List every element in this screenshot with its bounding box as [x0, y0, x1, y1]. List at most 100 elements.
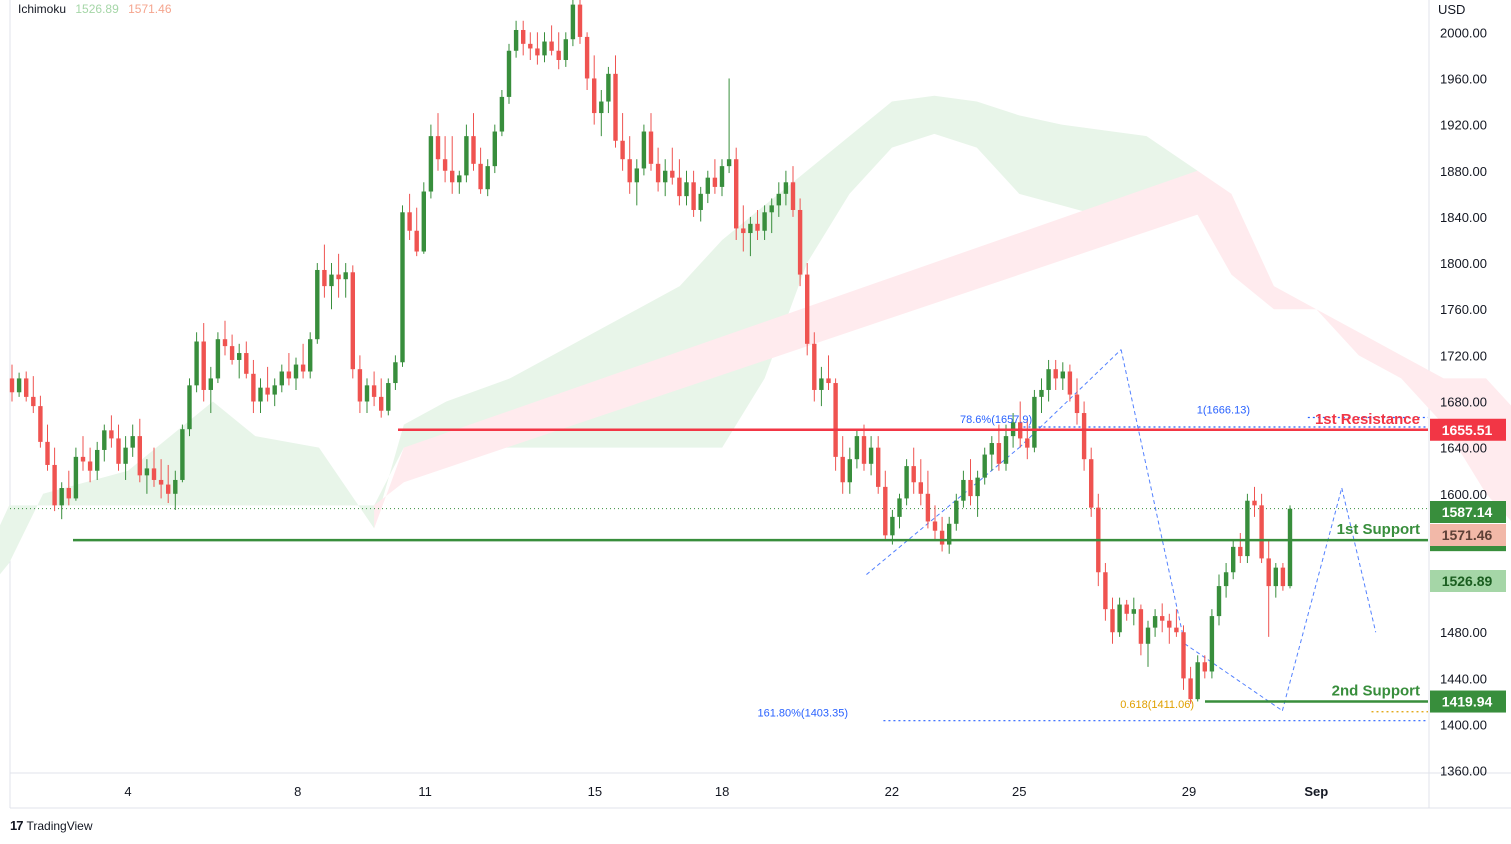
fib-projection-line-4	[1184, 643, 1283, 712]
candle	[641, 124, 647, 176]
candle	[627, 136, 632, 194]
x-tick-label: 15	[588, 784, 602, 799]
candle	[712, 159, 718, 194]
candle	[371, 371, 377, 407]
candle	[251, 359, 256, 414]
candle	[584, 32, 590, 90]
candle	[307, 332, 313, 379]
candle	[66, 470, 72, 506]
candle	[400, 205, 405, 367]
y-tick-label: 1360.00	[1440, 764, 1487, 779]
fib-projection-line-6	[1341, 487, 1377, 633]
candle	[94, 441, 100, 480]
candle	[137, 418, 143, 483]
candle	[606, 66, 611, 114]
candle	[279, 364, 285, 393]
fib-label-1: 1(1666.13)	[1197, 405, 1250, 417]
candle	[591, 55, 597, 125]
candle	[804, 263, 810, 356]
level-label-3: 2nd Support	[1332, 683, 1420, 700]
level-label-2: 1st Support	[1337, 521, 1420, 538]
candle	[726, 78, 732, 174]
candle	[59, 482, 64, 520]
currency-label[interactable]: USD	[1438, 2, 1466, 17]
candle	[123, 436, 128, 480]
brand-name: TradingView	[26, 818, 93, 833]
candle	[1216, 574, 1222, 626]
candle	[840, 436, 845, 494]
candle	[1074, 378, 1080, 425]
candle	[968, 459, 973, 506]
footer-branding[interactable]: 17 TradingView	[10, 818, 93, 833]
candle	[478, 147, 483, 194]
candle	[1138, 604, 1144, 656]
x-tick-label: 18	[715, 784, 729, 799]
candle	[471, 113, 476, 171]
candle	[1103, 563, 1108, 621]
candle	[180, 424, 185, 483]
candle	[102, 424, 107, 462]
candle	[130, 424, 135, 457]
candle	[194, 332, 199, 393]
candle	[904, 459, 909, 506]
y-tick-label: 1680.00	[1440, 394, 1487, 409]
y-tick-label: 1600.00	[1440, 487, 1487, 502]
candle	[499, 89, 505, 137]
candle	[38, 395, 43, 448]
candle	[776, 182, 782, 217]
y-tick-label: 1840.00	[1440, 210, 1487, 225]
candle	[1003, 424, 1009, 471]
candle	[698, 186, 703, 222]
candle	[300, 343, 306, 379]
candle	[1287, 505, 1293, 589]
candle	[293, 357, 299, 390]
level-price-text-1: 1655.51	[1442, 422, 1493, 438]
candle	[442, 136, 448, 183]
candle	[925, 470, 931, 529]
candle	[165, 464, 171, 504]
indicator-value-2: 1571.46	[128, 2, 172, 16]
tradingview-logo-icon: 17	[10, 818, 24, 833]
candle	[187, 378, 192, 437]
candle	[819, 366, 824, 407]
candle	[16, 372, 22, 397]
candle	[989, 436, 995, 471]
candle	[662, 159, 668, 197]
price-tag-3	[1430, 570, 1506, 592]
y-tick-label: 1760.00	[1440, 302, 1487, 317]
candle	[1124, 599, 1129, 621]
x-tick-label: 22	[885, 784, 899, 799]
candle	[322, 244, 327, 298]
candle	[393, 355, 398, 390]
fib-label-3: 0.618(1411.06)	[1120, 699, 1194, 711]
candle	[755, 209, 760, 240]
candle	[52, 447, 57, 512]
candle	[890, 509, 895, 545]
fib-projection-line-5	[1281, 487, 1343, 711]
candle	[506, 43, 512, 104]
candle	[684, 170, 689, 206]
candle	[1202, 655, 1208, 679]
candle	[996, 424, 1002, 471]
candle	[833, 378, 838, 471]
candle	[272, 378, 277, 407]
candle	[1152, 609, 1158, 637]
y-tick-label: 1720.00	[1440, 348, 1487, 363]
candle	[1209, 609, 1215, 679]
candle	[620, 113, 625, 171]
indicator-name: Ichimoku	[18, 2, 67, 16]
candle	[691, 170, 696, 217]
indicator-legend[interactable]: Ichimoku 1526.89 1571.46	[18, 2, 178, 16]
candle	[222, 320, 228, 356]
candle	[1238, 533, 1243, 564]
candle	[258, 378, 263, 414]
candle	[31, 376, 36, 414]
candle	[144, 459, 150, 494]
candle	[563, 32, 569, 67]
candle	[854, 429, 860, 469]
candle	[23, 371, 29, 402]
candle	[677, 159, 682, 206]
candle	[386, 378, 391, 416]
candle	[719, 159, 725, 197]
